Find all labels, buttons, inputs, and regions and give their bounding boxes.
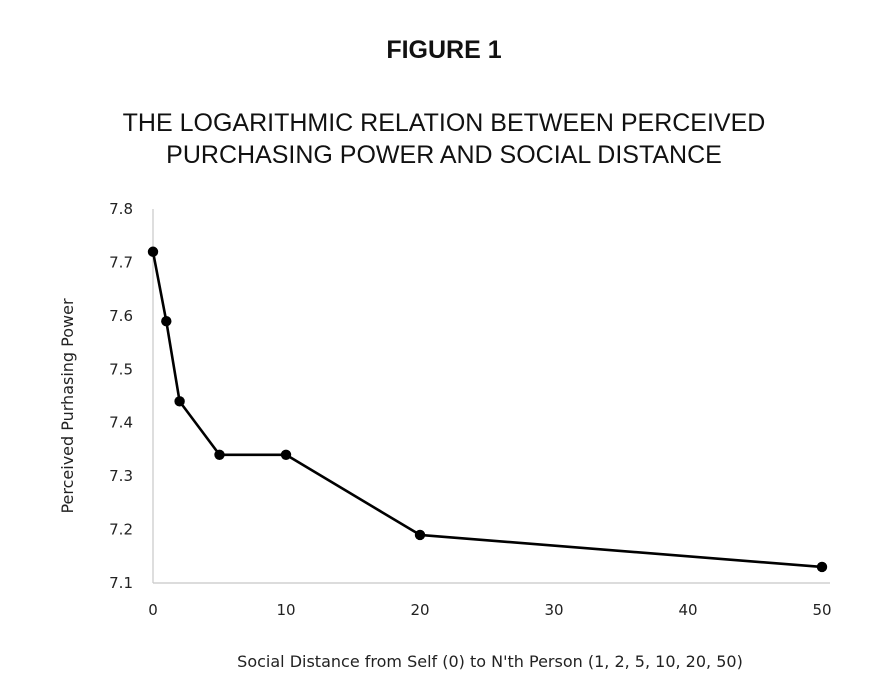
- chart-title-line-1: THE LOGARITHMIC RELATION BETWEEN PERCEIV…: [122, 109, 766, 137]
- y-tick-label: 7.6: [109, 307, 133, 325]
- y-tick-label: 7.1: [109, 574, 133, 592]
- data-point: [816, 561, 828, 573]
- data-point: [214, 449, 225, 460]
- y-tick-label: 7.5: [109, 360, 133, 378]
- x-tick-label: 40: [678, 601, 697, 619]
- data-point: [174, 396, 185, 407]
- data-point: [147, 246, 159, 257]
- x-tick-label: 0: [148, 601, 158, 619]
- x-tick-label: 20: [410, 601, 429, 619]
- y-tick-label: 7.8: [109, 200, 133, 218]
- chart-title: THE LOGARITHMIC RELATION BETWEEN PERCEIV…: [0, 107, 888, 171]
- figure-label: FIGURE 1: [386, 36, 502, 64]
- data-point: [414, 529, 426, 541]
- series-line: [151, 251, 823, 569]
- y-tick-label: 7.3: [109, 467, 133, 485]
- x-tick-label: 30: [544, 601, 563, 619]
- x-axis-title: Social Distance from Self (0) to N'th Pe…: [237, 652, 743, 671]
- x-tick-label: 50: [812, 601, 831, 619]
- x-tick-label: 10: [276, 601, 295, 619]
- y-tick-label: 7.2: [109, 521, 133, 539]
- data-point: [161, 316, 172, 327]
- data-point: [280, 449, 292, 460]
- y-axis-title: Perceived Purhasing Power: [58, 298, 77, 514]
- chart-title-line-2: PURCHASING POWER AND SOCIAL DISTANCE: [166, 141, 722, 169]
- y-tick-label: 7.7: [109, 253, 133, 271]
- y-tick-label: 7.4: [109, 414, 133, 432]
